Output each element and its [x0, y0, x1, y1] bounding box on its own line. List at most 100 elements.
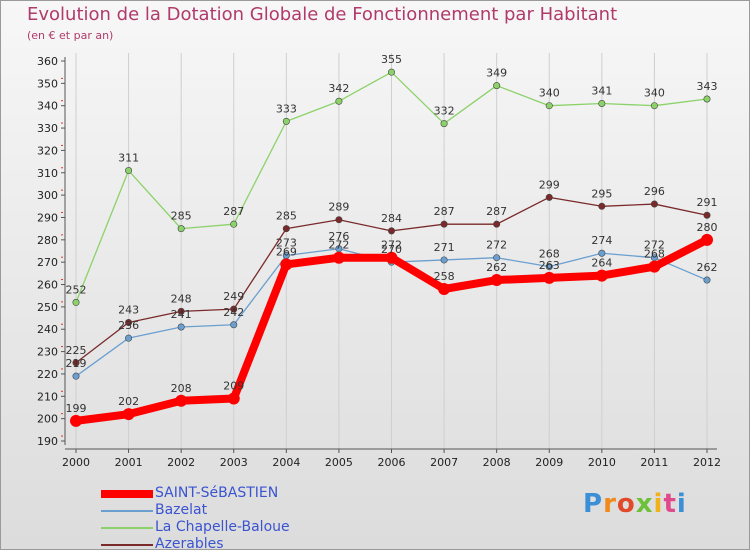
data-label: 355: [381, 53, 402, 66]
y-tick-label: 320: [37, 144, 58, 157]
data-label: 340: [644, 87, 665, 100]
y-tick-label: 240: [37, 323, 58, 336]
data-label: 333: [276, 102, 297, 115]
data-point: [703, 276, 711, 284]
data-point: [543, 271, 556, 284]
data-label: 271: [434, 241, 455, 254]
data-point: [230, 321, 238, 329]
y-tick-label: 360: [37, 55, 58, 68]
data-label: 219: [66, 357, 87, 370]
legend-label: SAINT-SéBASTIEN: [155, 485, 279, 501]
data-label: 252: [66, 283, 87, 296]
data-point: [282, 117, 290, 125]
data-label: 241: [171, 308, 192, 321]
data-point: [650, 102, 658, 110]
logo-letter: t: [663, 489, 677, 519]
data-point: [701, 233, 713, 246]
chart-title: Evolution de la Dotation Globale de Fonc…: [27, 4, 618, 25]
legend-label: Azerables: [155, 536, 224, 552]
y-tick-label: 200: [37, 413, 58, 426]
data-label: 285: [171, 210, 192, 223]
data-label: 287: [486, 205, 507, 218]
legend-label: Bazelat: [155, 502, 208, 518]
x-tick-label: 2008: [483, 456, 511, 469]
data-label: 299: [539, 178, 560, 191]
data-label: 263: [539, 259, 560, 272]
x-tick-label: 2000: [62, 456, 90, 469]
data-label: 199: [66, 402, 87, 415]
data-label: 272: [644, 239, 665, 252]
logo-letter: P: [583, 489, 604, 519]
legend-swatch: [101, 490, 153, 498]
data-point: [227, 392, 240, 405]
data-point: [125, 319, 133, 327]
y-tick-label: 220: [37, 368, 58, 381]
legend-label: La Chapelle-Baloue: [155, 519, 290, 535]
data-label: 342: [328, 82, 349, 95]
data-label: 262: [697, 261, 718, 274]
y-tick-label: 230: [37, 346, 58, 359]
data-labels: 199 202 208 209 269 272 272 258 262 263 264 268 280 2…: [66, 53, 718, 415]
x-tick-label: 2006: [378, 456, 406, 469]
data-point: [122, 408, 135, 421]
data-label: 285: [276, 210, 297, 223]
data-point: [177, 307, 185, 315]
y-tick-label: 310: [37, 167, 58, 180]
data-label: 268: [644, 248, 665, 261]
data-point: [177, 225, 185, 233]
data-label: 209: [223, 380, 244, 393]
data-label: 343: [697, 80, 718, 93]
data-point: [282, 225, 290, 233]
data-label: 272: [486, 239, 507, 252]
data-point: [70, 414, 82, 427]
data-label: 276: [328, 230, 349, 243]
x-tick-label: 2001: [115, 456, 143, 469]
x-tick-label: 2012: [693, 456, 721, 469]
y-tick-label: 340: [37, 100, 58, 113]
data-label: 311: [118, 152, 139, 165]
data-label: 287: [434, 205, 455, 218]
data-point: [72, 372, 80, 380]
data-point: [335, 216, 343, 224]
data-point: [230, 220, 238, 228]
data-label: 287: [223, 205, 244, 218]
data-point: [648, 260, 661, 273]
data-label: 272: [381, 239, 402, 252]
data-point: [650, 200, 658, 208]
data-point: [545, 193, 553, 201]
data-label: 291: [697, 196, 718, 209]
data-point: [493, 220, 501, 228]
y-tick-label: 330: [37, 122, 58, 135]
y-tick-label: 250: [37, 301, 58, 314]
data-point: [125, 334, 133, 342]
legend-swatch: [101, 527, 153, 529]
data-point: [72, 298, 80, 306]
data-point: [703, 95, 711, 103]
logo-letter: r: [603, 489, 617, 519]
data-point: [125, 167, 133, 175]
data-point: [493, 254, 501, 262]
data-label: 248: [171, 292, 192, 305]
data-label: 273: [276, 236, 297, 249]
logo-letter: i: [676, 489, 687, 519]
data-point: [598, 249, 606, 257]
data-point: [438, 283, 451, 295]
legend-swatch: [101, 544, 153, 546]
data-label: 269: [276, 245, 297, 258]
data-point: [545, 263, 553, 271]
data-label: 296: [644, 185, 665, 198]
data-point: [598, 99, 606, 107]
data-point: [177, 323, 185, 331]
y-tick-label: 350: [37, 77, 58, 90]
data-point: [280, 258, 293, 271]
data-point: [598, 202, 606, 210]
data-label: 225: [66, 344, 87, 357]
data-label: 349: [486, 67, 507, 80]
data-point: [595, 269, 608, 282]
x-tick-label: 2002: [167, 456, 195, 469]
data-point: [490, 274, 503, 287]
x-tick-label: 2003: [220, 456, 248, 469]
x-tick-label: 2005: [325, 456, 353, 469]
data-label: 208: [171, 382, 192, 395]
legend-swatch: [101, 510, 153, 512]
